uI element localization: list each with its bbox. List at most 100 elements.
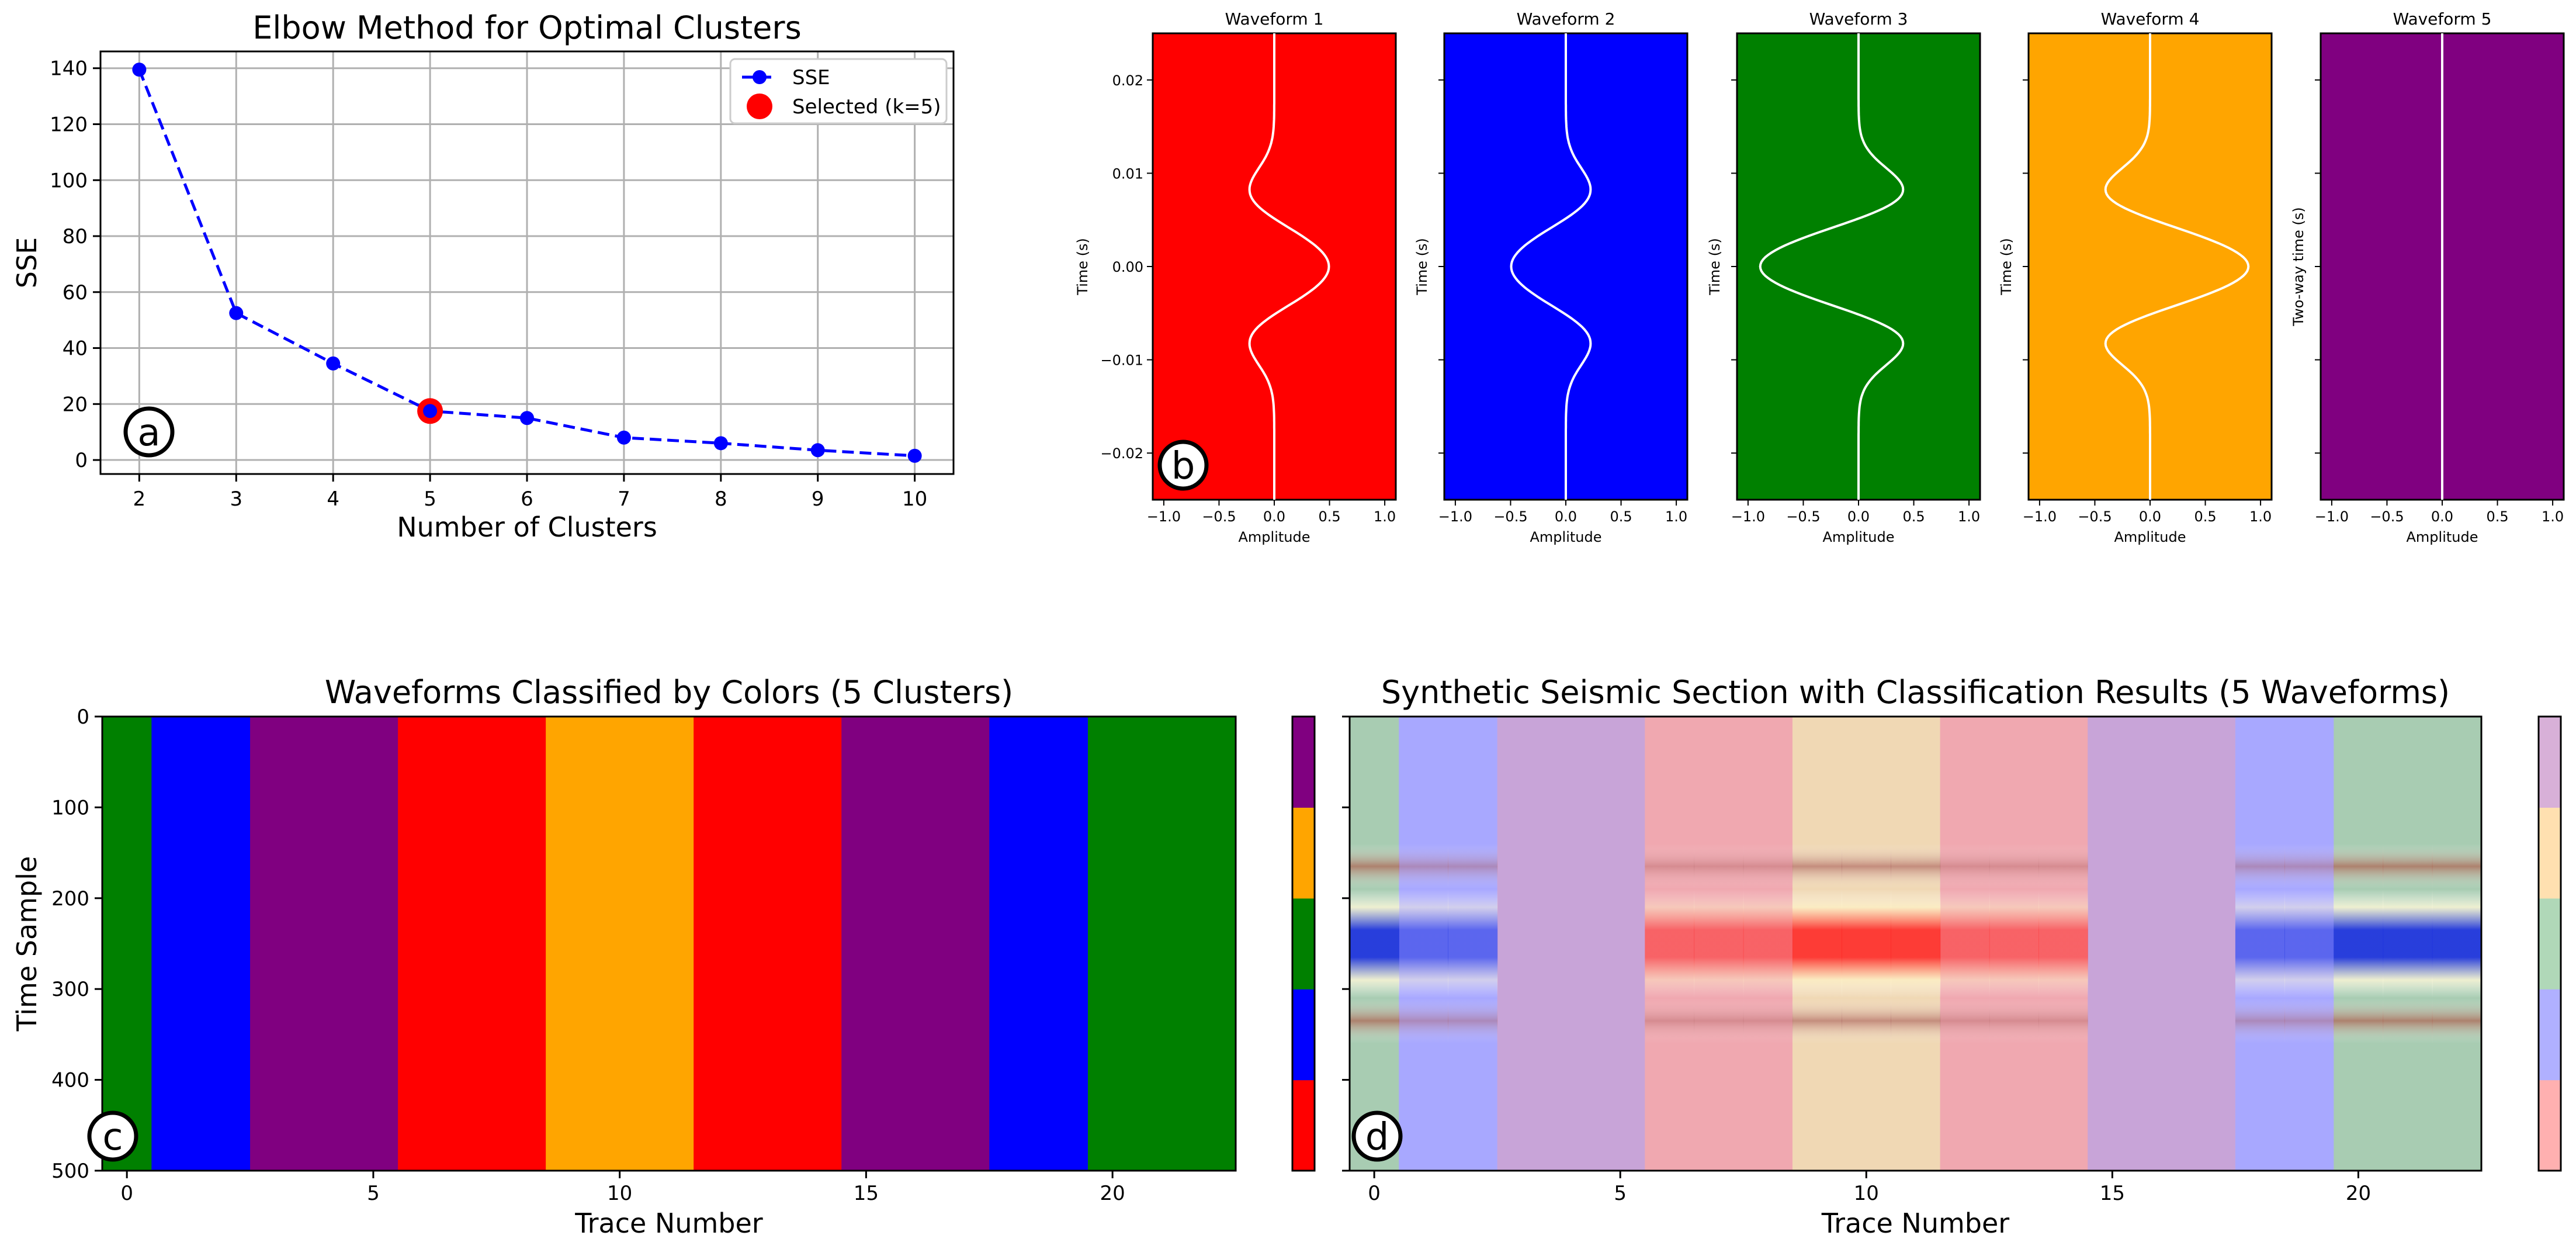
trace-column — [1546, 717, 1596, 1171]
x-tick-label: −1.0 — [1731, 508, 1765, 525]
trace-column — [348, 717, 398, 1171]
y-tick-label: 0 — [77, 705, 89, 729]
x-tick-label: 0.5 — [1902, 508, 1925, 525]
trace-column — [496, 717, 546, 1171]
y-axis-label: Two-way time (s) — [2290, 207, 2307, 326]
sse-point — [132, 63, 147, 77]
seismic-overlay — [1842, 717, 1891, 1171]
y-tick-label: 0 — [75, 449, 88, 472]
x-tick-label: 1.0 — [1665, 508, 1687, 525]
trace-column — [151, 717, 202, 1171]
x-tick-label: −0.5 — [2078, 508, 2112, 525]
waveform-trace — [1759, 33, 1905, 500]
panel-label-circle — [123, 406, 175, 458]
colorbar-segment — [2539, 898, 2561, 989]
x-tick-label: 0.5 — [1610, 508, 1632, 525]
subplot-title: Waveform 2 — [1517, 9, 1615, 29]
seismic-overlay — [1792, 717, 1842, 1171]
x-tick-label: 8 — [715, 487, 727, 511]
legend-label: SSE — [792, 66, 830, 89]
x-axis-label: Amplitude — [2407, 529, 2478, 545]
panel-label-circle — [1351, 1110, 1403, 1162]
seismic-overlay — [1989, 717, 2039, 1171]
chart-title: Elbow Method for Optimal Clusters — [252, 9, 802, 46]
trace-column — [1038, 717, 1088, 1171]
x-tick-label: −0.5 — [2370, 508, 2404, 525]
subplot-title: Waveform 1 — [1225, 9, 1324, 29]
waveform-trace — [1248, 33, 1330, 500]
seismic-overlay — [1743, 717, 1793, 1171]
panel-label-circle — [1157, 440, 1209, 491]
x-tick-label: −0.5 — [1202, 508, 1236, 525]
x-tick-label: 0.0 — [1263, 508, 1285, 525]
seismic-overlay — [1350, 717, 1399, 1171]
y-tick-label: 0.00 — [1112, 259, 1143, 275]
x-tick-label: 5 — [367, 1182, 380, 1205]
panel-label: b — [1171, 445, 1195, 488]
trace-column — [2186, 717, 2236, 1171]
seismic-overlay — [1399, 717, 1449, 1171]
sse-point — [810, 443, 825, 458]
seismic-overlay — [2432, 717, 2482, 1171]
x-tick-label: 5 — [424, 487, 436, 511]
trace-column — [644, 717, 694, 1171]
legend-label: Selected (k=5) — [792, 95, 941, 119]
sse-point — [713, 436, 728, 451]
x-tick-label: 1.0 — [1374, 508, 1396, 525]
y-tick-label: 80 — [63, 225, 88, 248]
x-tick-label: 9 — [812, 487, 824, 511]
colorbar-segment — [1292, 898, 1315, 989]
trace-column — [546, 717, 596, 1171]
subplot-title: Waveform 5 — [2393, 9, 2492, 29]
y-tick-label: 300 — [51, 978, 89, 1001]
legend-swatch-point — [753, 70, 767, 84]
sse-point — [423, 404, 438, 418]
waveform-subplot: Waveform 4 −1.0 −0.5 0.0 0.5 1.0 Amplitude Time… — [1998, 9, 2273, 545]
trace-column — [398, 717, 448, 1171]
seismic-overlay — [2284, 717, 2334, 1171]
x-tick-label: −1.0 — [2315, 508, 2349, 525]
seismic-overlay — [1891, 717, 1941, 1171]
seismic-overlay — [1694, 717, 1744, 1171]
waveform-trace — [2104, 33, 2250, 500]
trace-column — [1497, 717, 1547, 1171]
sse-point — [520, 411, 534, 425]
y-tick-label: −0.02 — [1100, 445, 1143, 462]
y-axis-label: Time (s) — [1414, 238, 1430, 296]
y-tick-label: 0.02 — [1112, 72, 1143, 89]
axes-frame — [101, 715, 1237, 1172]
seismic-overlay — [2383, 717, 2433, 1171]
seismic-overlay — [2334, 717, 2384, 1171]
trace-column — [102, 717, 152, 1171]
x-tick-label: 0 — [1368, 1182, 1381, 1205]
colorbar-segment — [1292, 717, 1315, 808]
sse-point — [326, 356, 341, 371]
x-axis-label: Amplitude — [1530, 529, 1602, 545]
colorbar-segment — [2539, 1079, 2561, 1171]
colorbar-segment — [1292, 989, 1315, 1081]
seismic-overlay — [1940, 717, 1990, 1171]
legend-box — [729, 58, 948, 124]
x-tick-label: 0.0 — [2139, 508, 2161, 525]
colorbar-frame — [2537, 715, 2562, 1172]
seismic-overlay — [2235, 717, 2285, 1171]
colorbar-segment — [1292, 1079, 1315, 1171]
y-tick-label: 0.01 — [1112, 165, 1143, 182]
x-tick-label: 0 — [120, 1182, 133, 1205]
trace-column — [989, 717, 1039, 1171]
x-tick-label: 15 — [2100, 1182, 2125, 1205]
y-axis-label: Time (s) — [1998, 238, 2015, 296]
x-tick-label: −1.0 — [1438, 508, 1472, 525]
sse-line — [138, 69, 915, 458]
trace-column — [2088, 717, 2138, 1171]
sse-point — [907, 448, 922, 463]
panel-label: a — [137, 411, 160, 455]
x-tick-label: −0.5 — [1786, 508, 1820, 525]
x-tick-label: 0.0 — [1555, 508, 1577, 525]
x-tick-label: 1.0 — [2249, 508, 2272, 525]
trace-column — [1186, 717, 1236, 1171]
x-tick-label: 1.0 — [2542, 508, 2564, 525]
y-tick-label: 100 — [50, 169, 88, 192]
y-tick-label: 200 — [51, 887, 89, 911]
